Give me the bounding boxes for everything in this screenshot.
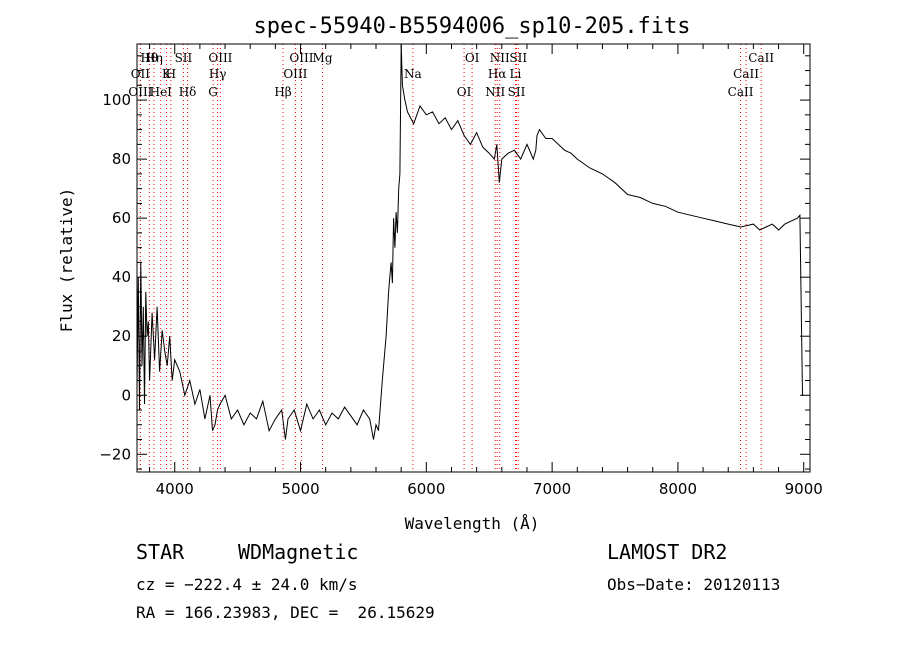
line-label-3: OIII: [208, 51, 232, 65]
line-label-27: CaII: [748, 51, 774, 65]
line-label-10: H: [166, 67, 176, 81]
line-label-19: Hα: [488, 67, 507, 81]
line-label-26: CaII: [728, 85, 754, 99]
line-label-17: OI: [457, 85, 472, 99]
line-label-12: OIII: [289, 51, 313, 65]
plot-frame: [136, 43, 811, 473]
x-tick-label-1: 5000: [281, 480, 319, 498]
emission-line-markers: [139, 44, 762, 472]
y-tick-label-6: 100: [102, 91, 131, 109]
line-label-22: Li: [509, 67, 521, 81]
y-tick-label-5: 80: [112, 150, 131, 168]
line-label-20: SII: [508, 85, 526, 99]
line-label-25: CaII: [733, 67, 759, 81]
x-tick-label-4: 8000: [659, 480, 697, 498]
coordinates: RA = 166.23983, DEC = 26.15629: [136, 603, 435, 622]
y-tick-label-2: 20: [112, 327, 131, 345]
line-label-6: SII: [175, 51, 193, 65]
line-label-18: OI: [465, 51, 480, 65]
line-label-15: Mg: [313, 51, 333, 65]
x-tick-label-0: 4000: [156, 480, 194, 498]
line-label-11: G: [208, 85, 218, 99]
line-label-5: HeI: [150, 85, 173, 99]
redshift-value: cz = −222.4 ± 24.0 km/s: [136, 575, 358, 594]
line-label-23: NII: [485, 85, 505, 99]
line-label-9: Hη: [145, 51, 163, 65]
line-label-1: K: [162, 67, 172, 81]
line-label-13: OIII: [283, 67, 307, 81]
line-label-0: Hθ: [140, 51, 158, 65]
line-label-7: Hγ: [209, 67, 227, 81]
y-tick-label-1: 0: [121, 386, 131, 404]
object-class: STAR: [136, 540, 185, 564]
line-label-24: SII: [509, 51, 527, 65]
x-axis-label: Wavelength (Å): [405, 514, 540, 533]
spectrum-line: [136, 43, 804, 440]
x-tick-label-3: 7000: [533, 480, 571, 498]
object-subclass: WDMagnetic: [238, 540, 359, 564]
y-tick-label-0: −20: [99, 445, 131, 463]
chart-title: spec-55940-B5594006_sp10-205.fits: [253, 14, 690, 39]
line-label-8: OIII: [128, 85, 152, 99]
x-tick-label-5: 9000: [785, 480, 823, 498]
line-label-21: NII: [490, 51, 510, 65]
y-tick-label-3: 40: [112, 268, 131, 286]
x-tick-label-2: 6000: [407, 480, 445, 498]
emission-line-labels: Hθ K Hδ OIII OII HeI SII Hγ OIII HηH G OIII OIII Hβ Mg…: [128, 51, 774, 99]
y-tick-label-4: 60: [112, 209, 131, 227]
x-axis-ticks: 4000 5000 6000 7000 8000 9000: [149, 44, 823, 498]
survey-name: LAMOST DR2: [607, 540, 728, 564]
line-label-14: Hβ: [274, 85, 291, 99]
line-label-2: Hδ: [179, 85, 197, 99]
y-axis-ticks: −20 0 20 40 60 80 100: [99, 55, 810, 470]
line-label-16: Na: [404, 67, 422, 81]
line-label-4: OII: [131, 67, 151, 81]
obs-date: Obs−Date: 20120113: [607, 575, 781, 594]
y-axis-label: Flux (relative): [57, 188, 76, 333]
